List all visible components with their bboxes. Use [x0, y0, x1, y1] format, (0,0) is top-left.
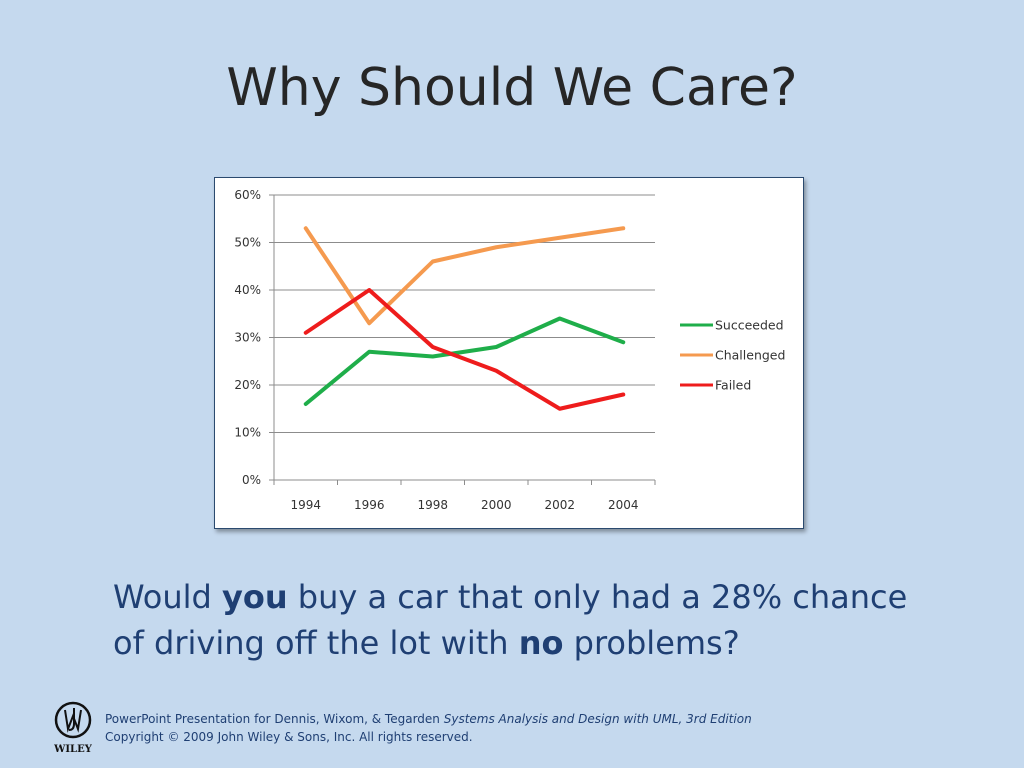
x-tick-label: 1998	[417, 498, 448, 512]
series-line-challenged	[303, 226, 626, 326]
footer-line-1-prefix: PowerPoint Presentation for Dennis, Wixo…	[105, 712, 444, 726]
question-text: Would you buy a car that only had a 28% …	[113, 574, 933, 666]
question-bold-no: no	[518, 624, 564, 662]
x-tick-label: 1994	[290, 498, 321, 512]
series-line-succeeded	[303, 316, 626, 406]
legend-label-succeeded: Succeeded	[715, 318, 784, 333]
x-tick-label: 2004	[608, 498, 639, 512]
footer-line-1: PowerPoint Presentation for Dennis, Wixo…	[105, 710, 865, 728]
footer-copyright: Copyright © 2009 John Wiley & Sons, Inc.…	[105, 730, 473, 744]
question-part1: Would	[113, 578, 222, 616]
slide-title: Why Should We Care?	[226, 58, 798, 118]
y-tick-label: 20%	[234, 378, 261, 392]
y-tick-label: 10%	[234, 426, 261, 440]
y-tick-label: 60%	[234, 188, 261, 202]
legend-label-failed: Failed	[715, 378, 751, 393]
x-tick-label: 2002	[544, 498, 575, 512]
y-tick-label: 40%	[234, 283, 261, 297]
x-tick-label: 2000	[481, 498, 512, 512]
question-part2: buy a car that only had a 28% chance of …	[113, 578, 908, 662]
x-tick-label: 1996	[354, 498, 385, 512]
wiley-logo-text: WILEY	[53, 744, 93, 755]
chart-svg: 0% 10% 20% 30% 40% 50% 60% 1994 1996 1998 2000 2002…	[234, 188, 785, 512]
line-chart: 0% 10% 20% 30% 40% 50% 60% 1994 1996 1998 2000 2002…	[214, 177, 804, 529]
y-tick-label: 50%	[234, 236, 261, 250]
y-tick-label: 30%	[234, 331, 261, 345]
question-part3: problems?	[563, 624, 740, 662]
footer-book-title: Systems Analysis and Design with UML, 3r…	[443, 712, 752, 726]
question-bold-you: you	[222, 578, 288, 616]
series-line-failed	[303, 288, 626, 411]
legend-label-challenged: Challenged	[715, 348, 785, 363]
wiley-logo: WILEY	[52, 700, 94, 756]
y-tick-label: 0%	[242, 473, 261, 487]
footer-credits: PowerPoint Presentation for Dennis, Wixo…	[105, 710, 865, 746]
